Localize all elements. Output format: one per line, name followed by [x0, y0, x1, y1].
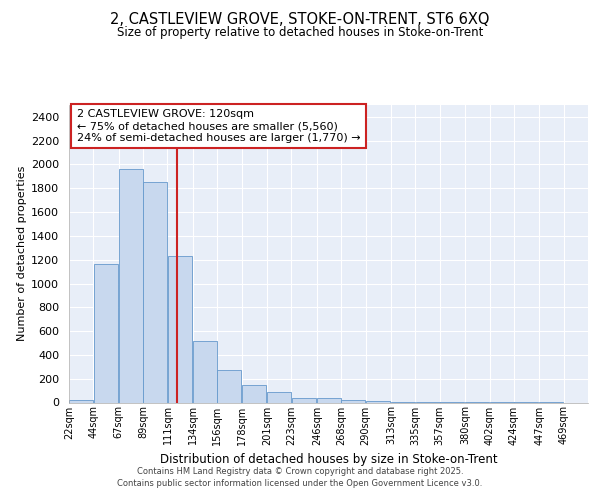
Bar [193, 341, 217, 402]
Bar [317, 398, 341, 402]
X-axis label: Distribution of detached houses by size in Stoke-on-Trent: Distribution of detached houses by size … [160, 453, 497, 466]
Bar [267, 392, 291, 402]
Bar [366, 401, 390, 402]
Bar [167, 256, 191, 402]
Bar [119, 170, 143, 402]
Text: Contains public sector information licensed under the Open Government Licence v3: Contains public sector information licen… [118, 478, 482, 488]
Bar [94, 264, 118, 402]
Y-axis label: Number of detached properties: Number of detached properties [17, 166, 27, 342]
Bar [341, 400, 365, 402]
Text: 2, CASTLEVIEW GROVE, STOKE-ON-TRENT, ST6 6XQ: 2, CASTLEVIEW GROVE, STOKE-ON-TRENT, ST6… [110, 12, 490, 28]
Bar [217, 370, 241, 402]
Bar [242, 384, 266, 402]
Bar [292, 398, 316, 402]
Text: Size of property relative to detached houses in Stoke-on-Trent: Size of property relative to detached ho… [117, 26, 483, 39]
Text: 2 CASTLEVIEW GROVE: 120sqm
← 75% of detached houses are smaller (5,560)
24% of s: 2 CASTLEVIEW GROVE: 120sqm ← 75% of deta… [77, 110, 361, 142]
Bar [143, 182, 167, 402]
Text: Contains HM Land Registry data © Crown copyright and database right 2025.: Contains HM Land Registry data © Crown c… [137, 467, 463, 476]
Bar [69, 400, 93, 402]
